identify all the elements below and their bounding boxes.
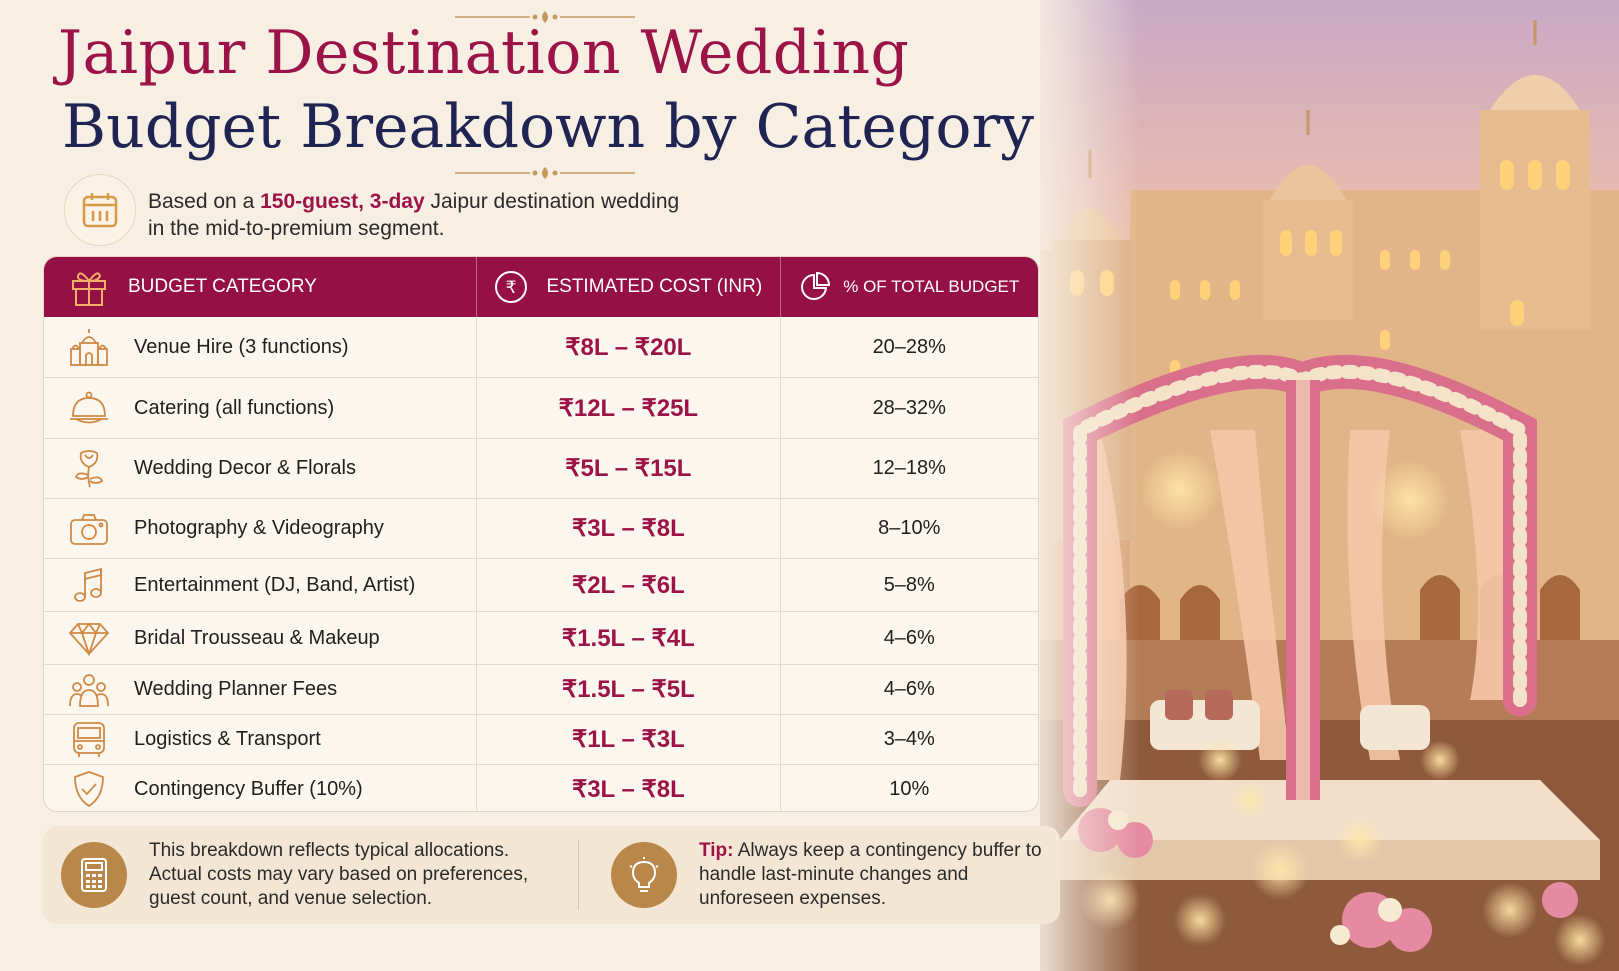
category-cell: Photography & Videography: [44, 499, 478, 558]
calculator-icon: [61, 842, 127, 908]
table-row-planner: Wedding Planner Fees ₹1.5L – ₹5L 4–6%: [44, 665, 1038, 715]
category-label: Venue Hire: [134, 335, 233, 358]
rupee-icon: ₹: [494, 270, 528, 304]
category-label: Bridal Trousseau & Makeup: [134, 626, 380, 649]
category-cell: Contingency Buffer (10%): [44, 765, 478, 811]
category-label: Wedding Planner Fees: [134, 678, 338, 700]
footer-notes: This breakdown reflects typical allocati…: [43, 826, 1060, 924]
percent-cell: 4–6%: [883, 626, 935, 649]
rose-icon: [68, 449, 110, 489]
header-estimated-cost: ₹ ESTIMATED COST (INR): [477, 257, 781, 317]
footer-tip-cell: Tip: Always keep a contingency buffer to…: [579, 826, 1049, 924]
palace-icon: [68, 327, 110, 367]
diamond-icon: [68, 618, 110, 658]
percent-cell: 12–18%: [872, 457, 946, 479]
percent-cell: 5–8%: [883, 573, 935, 596]
category-cell: Wedding Planner Fees: [44, 665, 478, 714]
category-label: Wedding Decor & Florals: [134, 457, 356, 479]
category-cell: Logistics & Transport: [44, 715, 478, 764]
cloche-icon: [68, 388, 110, 428]
cost-cell: ₹12L – ₹25L: [477, 378, 781, 438]
category-cell: Wedding Decor & Florals: [44, 439, 478, 498]
calendar-icon: [64, 174, 136, 246]
ornament-divider-bottom: [455, 167, 635, 179]
tip-text: Always keep a contingency buffer to hand…: [699, 840, 1042, 909]
table-row-contingency: Contingency Buffer (10%) ₹3L – ₹8L 10%: [44, 765, 1038, 811]
header-budget-category: BUDGET CATEGORY: [44, 257, 478, 317]
footer-note-cell: This breakdown reflects typical allocati…: [43, 840, 579, 910]
footer-tip-text: Tip: Always keep a contingency buffer to…: [699, 839, 1049, 911]
percent-cell: 8–10%: [878, 517, 941, 539]
cost-cell: ₹2L – ₹6L: [477, 559, 781, 611]
header-category-label: BUDGET CATEGORY: [128, 276, 317, 297]
header-percent-total: % OF TOTAL BUDGET: [781, 257, 1038, 317]
table-row-photography: Photography & Videography ₹3L – ₹8L 8–10…: [44, 499, 1038, 559]
intro-line-2: in the mid-to-premium segment.: [148, 217, 445, 240]
music-note-icon: [68, 565, 110, 605]
footer-note-text: This breakdown reflects typical allocati…: [149, 840, 529, 909]
tip-label: Tip:: [699, 840, 734, 861]
intro-prefix: Based on a: [148, 190, 261, 213]
header-cost-label: ESTIMATED COST (INR): [546, 276, 763, 297]
intro-text: Based on a 150-guest, 3-day Jaipur desti…: [148, 188, 768, 242]
category-label: Entertainment: [134, 573, 259, 596]
intro-suffix: Jaipur destination wedding: [424, 190, 680, 213]
bus-icon: [68, 720, 110, 760]
cost-cell: ₹3L – ₹8L: [477, 499, 781, 558]
category-cell: Entertainment (DJ, Band, Artist): [44, 559, 478, 611]
gift-icon: [68, 267, 110, 307]
table-row-catering: Catering (all functions) ₹12L – ₹25L 28–…: [44, 378, 1038, 439]
category-note: (DJ, Band, Artist): [258, 573, 416, 596]
percent-cell: 20–28%: [872, 335, 946, 358]
cost-cell: ₹5L – ₹15L: [477, 439, 781, 498]
cost-cell: ₹1L – ₹3L: [477, 715, 781, 764]
category-cell: Bridal Trousseau & Makeup: [44, 612, 478, 664]
header-percent-label: % OF TOTAL BUDGET: [843, 277, 1020, 296]
table-row-logistics: Logistics & Transport ₹1L – ₹3L 3–4%: [44, 715, 1038, 765]
category-note: (10%): [303, 777, 363, 800]
percent-cell: 3–4%: [883, 728, 935, 750]
camera-icon: [68, 509, 110, 549]
table-header: BUDGET CATEGORY ₹ ESTIMATED COST (INR) %…: [44, 257, 1038, 317]
ornament-divider-top: [455, 11, 635, 23]
table-row-decor: Wedding Decor & Florals ₹5L – ₹15L 12–18…: [44, 439, 1038, 499]
table-row-venue: Venue Hire (3 functions) ₹8L – ₹20L 20–2…: [44, 317, 1038, 378]
category-note: (all functions): [209, 396, 335, 419]
svg-text:₹: ₹: [506, 278, 517, 298]
percent-cell: 28–32%: [872, 396, 946, 419]
percent-cell: 10%: [889, 777, 930, 800]
table-row-bridal: Bridal Trousseau & Makeup ₹1.5L – ₹4L 4–…: [44, 612, 1038, 665]
category-label: Logistics & Transport: [134, 728, 321, 750]
page-title-line-1: Jaipur Destination Wedding: [58, 18, 910, 88]
budget-table: BUDGET CATEGORY ₹ ESTIMATED COST (INR) %…: [43, 256, 1039, 812]
cost-cell: ₹3L – ₹8L: [477, 765, 781, 811]
table-row-entertainment: Entertainment (DJ, Band, Artist) ₹2L – ₹…: [44, 559, 1038, 612]
intro-highlight: 150-guest, 3-day: [260, 190, 425, 213]
cost-cell: ₹8L – ₹20L: [477, 317, 781, 377]
category-note: (3 functions): [232, 335, 349, 358]
category-label: Contingency Buffer: [134, 777, 304, 800]
category-label: Catering: [134, 396, 210, 419]
people-icon: [68, 670, 110, 710]
cost-cell: ₹1.5L – ₹5L: [477, 665, 781, 714]
category-cell: Venue Hire (3 functions): [44, 317, 478, 377]
category-cell: Catering (all functions): [44, 378, 478, 438]
percent-cell: 4–6%: [883, 678, 935, 700]
shield-check-icon: [68, 769, 110, 809]
category-label: Photography & Videography: [134, 517, 384, 539]
pie-chart-icon: [799, 271, 831, 303]
page-title-line-2: Budget Breakdown by Category: [62, 92, 1035, 162]
cost-cell: ₹1.5L – ₹4L: [477, 612, 781, 664]
lightbulb-icon: [611, 842, 677, 908]
